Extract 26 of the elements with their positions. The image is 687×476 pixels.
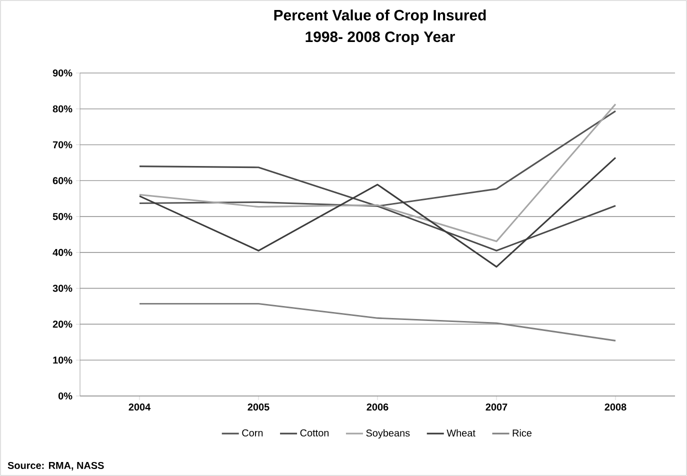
y-tick-label: 10% (53, 356, 72, 364)
y-tick-label: 90% (52, 69, 72, 77)
y-tick-label: 50% (52, 213, 72, 220)
x-tick-label: 2006 (366, 404, 388, 411)
chart-subtitle: 1998- 2008 Crop Year (306, 32, 455, 46)
legend-label: Soybeans (366, 429, 410, 439)
x-tick-label: 2004 (128, 404, 151, 411)
y-tick-label: 60% (52, 177, 72, 184)
line-series (138, 302, 616, 342)
line-series (138, 156, 616, 268)
legend-label: Corn (242, 429, 263, 436)
y-tick-label: 80% (52, 105, 72, 112)
legend-label: Rice (512, 429, 532, 437)
y-tick-label: 40% (52, 248, 72, 256)
source-note: Source: RMA, NASS (8, 462, 104, 470)
y-tick-label: 20% (52, 320, 72, 328)
x-tick-label: 2008 (604, 404, 626, 411)
line-series (138, 103, 616, 242)
legend-label: Cotton (300, 429, 329, 436)
y-tick-label: 0% (58, 392, 72, 400)
legend-label: Wheat (446, 429, 476, 437)
x-tick-label: 2007 (486, 404, 508, 411)
x-tick-label: 2005 (248, 404, 270, 411)
chart-title: Percent Value of Crop Insured (274, 10, 486, 24)
y-tick-label: 30% (52, 284, 72, 292)
y-tick-label: 70% (52, 141, 72, 148)
